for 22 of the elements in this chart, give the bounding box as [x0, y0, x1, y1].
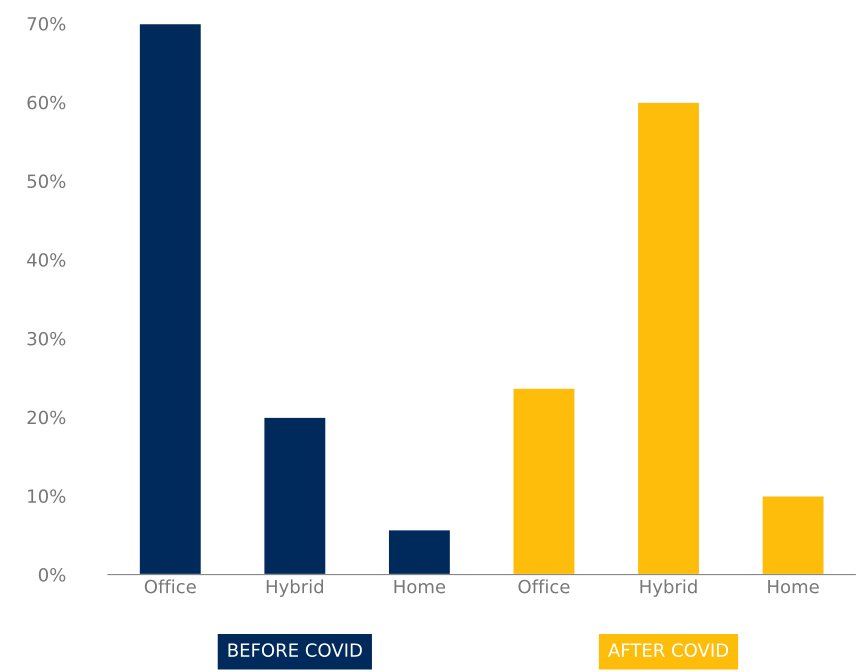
y-tick-label: 70%	[28, 16, 66, 31]
bar	[388, 528, 452, 575]
text: BEFORE COVID	[228, 643, 362, 657]
x-tick-label: Home	[768, 580, 819, 594]
bar	[263, 416, 327, 575]
bar	[138, 24, 202, 575]
y-tick-label: 60%	[27, 96, 66, 110]
x-tick-label: Home	[394, 580, 446, 594]
x-tick-label: Office	[144, 579, 196, 594]
x-tick-label: Hybrid	[266, 579, 324, 597]
text: AFTER COVID	[608, 643, 728, 657]
y-tick-label: 40%	[27, 253, 66, 267]
bar	[761, 495, 825, 575]
x-tick-label: Hybrid	[640, 579, 697, 597]
y-tick-label: 50%	[28, 174, 66, 188]
bar	[512, 387, 576, 575]
x-tick-label: Office	[518, 579, 570, 594]
y-tick-label: 10%	[28, 489, 66, 503]
y-tick-label: 0%	[38, 568, 66, 582]
y-tick-label: 30%	[28, 332, 66, 346]
y-tick-label: 20%	[28, 410, 66, 424]
bar	[636, 102, 700, 575]
